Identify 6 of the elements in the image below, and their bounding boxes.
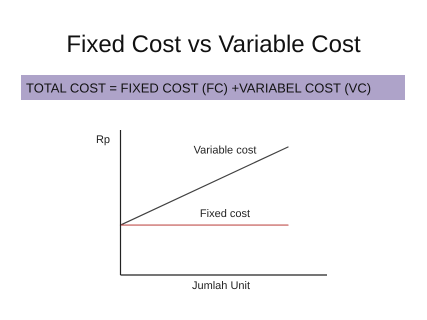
series-label: Variable cost: [194, 144, 256, 156]
series-label: Fixed cost: [200, 208, 250, 220]
chart-subtitle: TOTAL COST = FIXED COST (FC) +VARIABEL COST (VC): [26, 80, 372, 96]
y-axis-title: Rp: [96, 134, 110, 146]
chart-title: Fixed Cost vs Variable Cost: [66, 31, 361, 58]
x-axis-title: Jumlah Unit: [192, 280, 250, 292]
